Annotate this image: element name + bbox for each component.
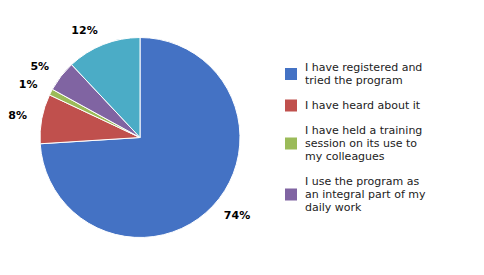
data-label: 74%: [224, 209, 250, 222]
legend-swatch: [285, 100, 297, 112]
legend-label: I have held a trainingsession on its use…: [305, 124, 422, 163]
legend-label: I use the program asan integral part of …: [305, 175, 426, 214]
legend-entry: I have heard about it: [285, 99, 421, 112]
data-label: 5%: [30, 60, 49, 73]
pie: 74% 8% 1% 5% 12%: [8, 24, 250, 238]
legend-swatch: [285, 138, 297, 150]
legend-swatch: [285, 189, 297, 201]
pie-slice: [40, 38, 240, 238]
legend-label: I have heard about it: [305, 99, 421, 112]
data-label: 1%: [19, 78, 38, 91]
data-label: 12%: [71, 24, 97, 37]
legend-entry: I use the program asan integral part of …: [285, 175, 426, 214]
legend-swatch: [285, 68, 297, 80]
legend-entry: I have held a trainingsession on its use…: [285, 124, 422, 163]
legend-label: I have registered andtried the program: [305, 61, 422, 87]
legend: I have registered andtried the program I …: [285, 61, 426, 214]
chart-svg: 74% 8% 1% 5% 12% I have registered andtried t…: [0, 0, 484, 275]
data-label: 8%: [8, 109, 27, 122]
legend-entry: I have registered andtried the program: [285, 61, 422, 87]
pie-slice: [72, 38, 140, 138]
